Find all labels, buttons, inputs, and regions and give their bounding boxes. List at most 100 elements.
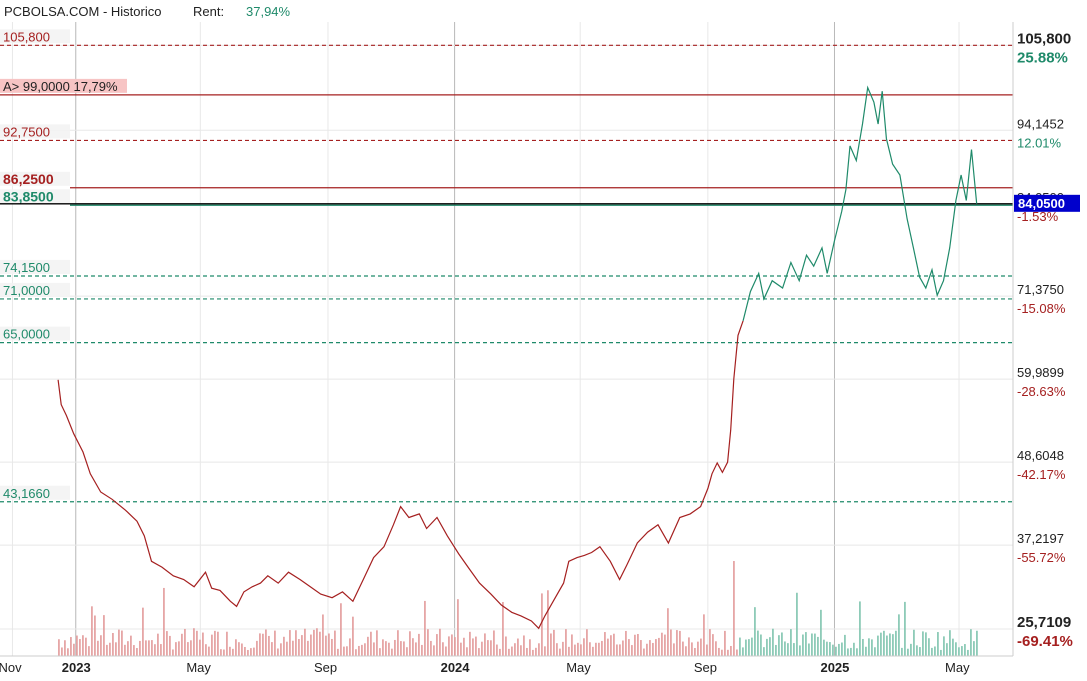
volume-bar	[778, 635, 780, 656]
level-label-bg	[0, 171, 70, 186]
level-label: 105,800	[3, 29, 50, 44]
volume-bar	[724, 630, 726, 656]
volume-bar	[868, 638, 870, 656]
volume-bar	[193, 628, 195, 656]
volume-bar	[337, 648, 339, 656]
volume-bar	[85, 637, 87, 656]
level-label: 86,2500	[3, 171, 54, 187]
volume-bar	[454, 637, 456, 656]
volume-bar	[580, 644, 582, 656]
volume-bar	[214, 630, 216, 656]
volume-bar	[508, 648, 510, 656]
volume-bar	[628, 639, 630, 656]
volume-bar	[463, 637, 465, 656]
volume-bar	[832, 644, 834, 656]
volume-bar	[703, 614, 705, 656]
volume-bar	[340, 603, 342, 656]
volume-bar	[175, 642, 177, 656]
volume-bar	[286, 641, 288, 656]
volume-bar	[889, 633, 891, 656]
volume-bar	[556, 643, 558, 656]
x-tick-label: 2023	[62, 660, 91, 675]
volume-bar	[955, 642, 957, 656]
volume-bar	[223, 649, 225, 656]
volume-bar	[727, 649, 729, 656]
volume-bar	[739, 637, 741, 656]
volume-bar	[190, 640, 192, 656]
alert-label-bg	[0, 78, 127, 93]
volume-bar	[553, 629, 555, 656]
x-tick-label: Nov	[0, 660, 22, 675]
volume-bar	[256, 640, 258, 656]
volume-bar	[799, 645, 801, 656]
y-tick-label: 105,800	[1017, 30, 1071, 47]
volume-bar	[550, 633, 552, 656]
volume-bar	[115, 642, 117, 656]
volume-bar	[931, 647, 933, 656]
volume-bar	[271, 642, 273, 656]
volume-bar	[823, 639, 825, 656]
volume-bar	[613, 633, 615, 656]
volume-bar	[439, 628, 441, 656]
volume-bar	[649, 640, 651, 656]
level-label-bg	[0, 259, 70, 274]
volume-bar	[139, 640, 141, 656]
volume-bar	[307, 640, 309, 656]
volume-bar	[484, 633, 486, 656]
volume-bar	[490, 640, 492, 656]
volume-bars	[58, 561, 978, 656]
volume-bar	[505, 636, 507, 656]
volume-bar	[679, 630, 681, 656]
y-pct-label: -42.17%	[1017, 467, 1066, 482]
volume-bar	[349, 638, 351, 656]
volume-bar	[559, 648, 561, 656]
current-price-badge	[1014, 194, 1080, 212]
volume-bar	[493, 630, 495, 656]
volume-bar	[253, 647, 255, 656]
volume-bar	[352, 616, 354, 656]
volume-bar	[217, 631, 219, 656]
volume-bar	[829, 642, 831, 656]
volume-bar	[835, 646, 837, 656]
volume-bar	[316, 628, 318, 656]
volume-bar	[733, 561, 735, 656]
volume-bar	[310, 634, 312, 656]
price-levels: 105,800 A> 99,0000 17,79% 92,7500 86,250083…	[0, 29, 1013, 503]
y-pct-label: -15.08%	[1017, 301, 1066, 316]
volume-bar	[688, 637, 690, 656]
volume-bar	[424, 600, 426, 656]
site-title: PCBOLSA.COM - Historico	[4, 4, 161, 19]
volume-bar	[313, 629, 315, 656]
volume-bar	[745, 639, 747, 656]
volume-bar	[874, 647, 876, 656]
volume-bar	[469, 631, 471, 656]
volume-bar	[496, 644, 498, 656]
x-tick-label: Sep	[314, 660, 337, 675]
chart-header: PCBOLSA.COM - Historico Rent: 37,94%	[4, 4, 291, 19]
volume-bar	[742, 647, 744, 656]
volume-bar	[226, 631, 228, 656]
volume-bar	[901, 647, 903, 656]
volume-bar	[694, 647, 696, 656]
volume-bar	[388, 642, 390, 656]
level-label-bg	[0, 485, 70, 500]
volume-bar	[691, 642, 693, 656]
volume-bar	[163, 587, 165, 656]
volume-bar	[301, 635, 303, 656]
volume-bar	[331, 638, 333, 656]
volume-bar	[544, 646, 546, 656]
volume-bar	[88, 646, 90, 656]
volume-bar	[391, 648, 393, 656]
volume-bar	[259, 633, 261, 656]
y-pct-label: 25.88%	[1017, 49, 1068, 66]
volume-bar	[379, 648, 381, 656]
volume-bar	[127, 641, 129, 656]
axes: Nov 2023 May Sep 2024 May Sep 2025 May 105,800 25.…	[0, 22, 1080, 675]
volume-bar	[898, 614, 900, 656]
volume-bar	[274, 630, 276, 656]
volume-bar	[658, 637, 660, 656]
volume-bar	[937, 632, 939, 656]
volume-bar	[520, 645, 522, 656]
volume-bar	[670, 629, 672, 656]
volume-bar	[514, 643, 516, 656]
